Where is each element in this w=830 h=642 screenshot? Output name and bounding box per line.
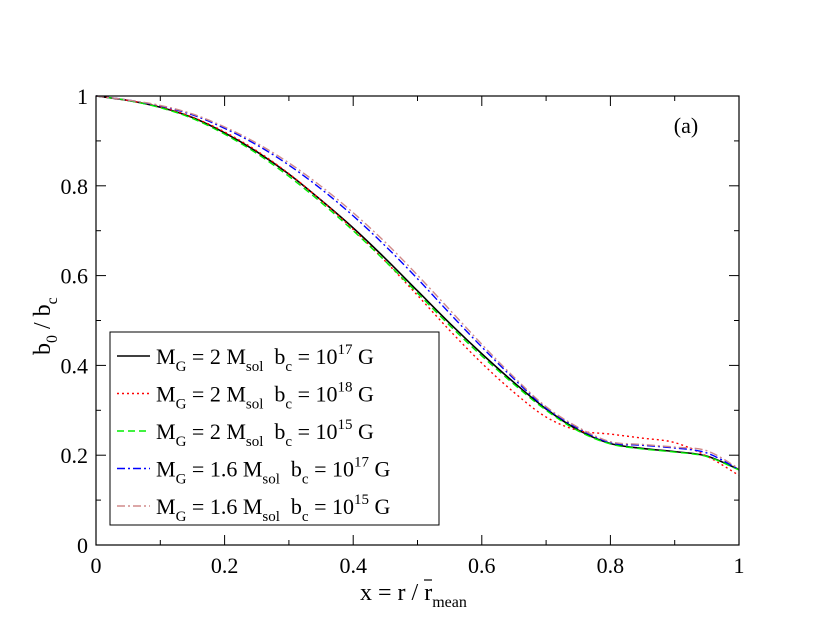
series-line-mg2-bc1e18 xyxy=(95,95,740,477)
x-tick-label: 1 xyxy=(734,553,745,578)
x-tick-label: 0.8 xyxy=(597,553,625,578)
series-layer xyxy=(95,95,740,477)
legend: MG = 2 Msol bc = 1017 G MG = 2 Msol bc = … xyxy=(109,331,440,526)
x-tick-label: 0.4 xyxy=(339,553,367,578)
plot-frame xyxy=(95,95,740,546)
y-tick-label: 1 xyxy=(77,84,88,109)
y-tick-label: 0 xyxy=(77,533,88,558)
y-tick-label: 0.8 xyxy=(61,174,89,199)
series-line-mg2-bc1e15 xyxy=(95,95,740,471)
x-tick-label: 0.2 xyxy=(211,553,239,578)
x-axis-label: x = r / rmean xyxy=(360,580,467,611)
series-line-mg16-bc1e15 xyxy=(95,95,740,470)
y-tick-label: 0.2 xyxy=(61,443,89,468)
legend-label-mg2-bc1e15: MG = 2 Msol bc = 1015 G xyxy=(156,417,374,450)
y-tick-label: 0.4 xyxy=(61,353,89,378)
y-tick-label: 0.6 xyxy=(61,264,89,289)
axis-ticks: 0 0.2 0.4 0.6 0.8 1 0 0.2 0.4 0.6 0.8 1 xyxy=(61,84,745,578)
x-tick-label: 0.6 xyxy=(468,553,496,578)
annotation-label: (a) xyxy=(674,113,698,138)
legend-label-mg16-bc1e15: MG = 1.6 Msol bc = 1015 G xyxy=(156,492,390,525)
legend-label-mg16-bc1e17: MG = 1.6 Msol bc = 1017 G xyxy=(156,455,390,488)
series-line-mg16-bc1e17 xyxy=(95,95,740,471)
legend-label-mg2-bc1e17: MG = 2 Msol bc = 1017 G xyxy=(156,342,374,375)
y-axis-label: b0 / bc xyxy=(30,297,61,355)
legend-box xyxy=(109,331,440,526)
x-axis-label-rbar: r xyxy=(398,580,406,606)
legend-label-mg2-bc1e18: MG = 2 Msol bc = 1018 G xyxy=(156,380,374,413)
series-line-mg2-bc1e17 xyxy=(95,95,740,471)
x-tick-label: 0 xyxy=(91,553,102,578)
